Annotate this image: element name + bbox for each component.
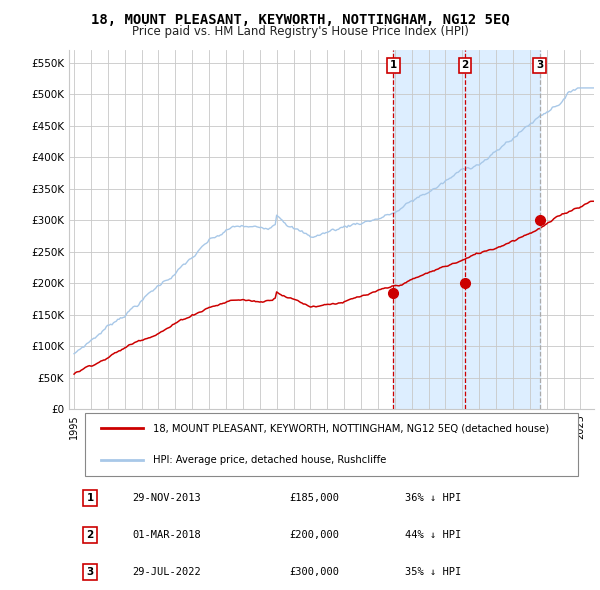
Text: 2: 2 xyxy=(86,530,94,540)
Text: 2: 2 xyxy=(461,60,469,70)
FancyBboxPatch shape xyxy=(85,412,578,476)
Text: £300,000: £300,000 xyxy=(290,567,340,577)
Text: 3: 3 xyxy=(86,567,94,577)
Bar xyxy=(394,50,539,409)
Text: 35% ↓ HPI: 35% ↓ HPI xyxy=(405,567,461,577)
Text: 1: 1 xyxy=(390,60,397,70)
Text: £185,000: £185,000 xyxy=(290,493,340,503)
Text: 18, MOUNT PLEASANT, KEYWORTH, NOTTINGHAM, NG12 5EQ (detached house): 18, MOUNT PLEASANT, KEYWORTH, NOTTINGHAM… xyxy=(153,423,549,433)
Text: Price paid vs. HM Land Registry's House Price Index (HPI): Price paid vs. HM Land Registry's House … xyxy=(131,25,469,38)
Text: 18, MOUNT PLEASANT, KEYWORTH, NOTTINGHAM, NG12 5EQ: 18, MOUNT PLEASANT, KEYWORTH, NOTTINGHAM… xyxy=(91,13,509,27)
Text: 29-NOV-2013: 29-NOV-2013 xyxy=(132,493,201,503)
Text: 1: 1 xyxy=(86,493,94,503)
Text: 3: 3 xyxy=(536,60,543,70)
Text: 29-JUL-2022: 29-JUL-2022 xyxy=(132,567,201,577)
Text: £200,000: £200,000 xyxy=(290,530,340,540)
Text: 44% ↓ HPI: 44% ↓ HPI xyxy=(405,530,461,540)
Text: HPI: Average price, detached house, Rushcliffe: HPI: Average price, detached house, Rush… xyxy=(153,455,386,465)
Text: 01-MAR-2018: 01-MAR-2018 xyxy=(132,530,201,540)
Text: 36% ↓ HPI: 36% ↓ HPI xyxy=(405,493,461,503)
